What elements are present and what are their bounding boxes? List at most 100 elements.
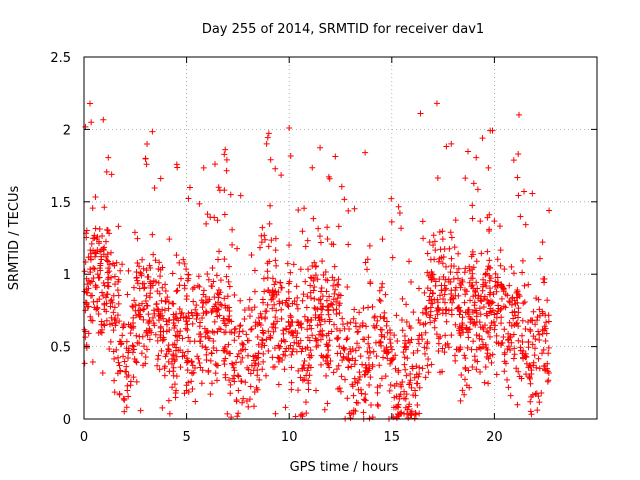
data-point [222, 355, 229, 362]
data-point [260, 330, 267, 337]
data-point [340, 354, 347, 361]
data-point [366, 381, 373, 388]
data-point [130, 284, 137, 291]
data-point [333, 306, 340, 313]
data-point [288, 379, 295, 386]
data-point [451, 352, 458, 359]
data-point [546, 207, 553, 214]
data-point [269, 305, 276, 312]
data-point [296, 343, 303, 350]
data-point [90, 235, 97, 242]
data-point [396, 395, 403, 402]
data-point [318, 331, 325, 338]
data-point [210, 338, 217, 345]
data-point [539, 308, 546, 315]
data-point [207, 214, 214, 221]
data-point [216, 312, 223, 319]
data-point [284, 260, 291, 267]
data-point [544, 297, 551, 304]
data-point [493, 371, 500, 378]
data-point [95, 329, 102, 336]
data-point [312, 314, 319, 321]
data-point [122, 368, 129, 375]
data-point [176, 259, 183, 266]
data-point [115, 223, 122, 230]
data-point [352, 347, 359, 354]
data-point [259, 327, 266, 334]
data-point [387, 340, 394, 347]
data-point [477, 218, 484, 225]
data-point [326, 318, 333, 325]
data-point [352, 357, 359, 364]
data-point [91, 266, 98, 273]
data-point [436, 292, 443, 299]
data-point [406, 379, 413, 386]
data-point [150, 307, 157, 314]
data-point [235, 350, 242, 357]
data-point [94, 233, 101, 240]
data-point [517, 347, 524, 354]
data-point [337, 292, 344, 299]
plot-frame [83, 56, 598, 420]
data-point [339, 315, 346, 322]
data-point [231, 330, 238, 337]
data-point [257, 310, 264, 317]
data-point [522, 371, 529, 378]
data-point [406, 258, 413, 265]
data-point [535, 328, 542, 335]
data-point-peak [362, 149, 369, 156]
data-point [215, 287, 222, 294]
data-point [483, 353, 490, 360]
data-point [400, 349, 407, 356]
data-point [271, 301, 278, 308]
data-point [456, 330, 463, 337]
data-point [536, 399, 543, 406]
data-point [223, 156, 230, 163]
data-point [323, 288, 330, 295]
data-point [395, 411, 402, 418]
data-point [472, 322, 479, 329]
data-point [189, 370, 196, 377]
data-point [425, 272, 432, 279]
data-point [307, 295, 314, 302]
data-point [389, 254, 396, 261]
data-point [288, 351, 295, 358]
data-point [99, 233, 106, 240]
data-point [275, 381, 282, 388]
grid-lines [84, 57, 597, 419]
data-point [230, 364, 237, 371]
data-point [430, 290, 437, 297]
data-point [315, 225, 322, 232]
data-point [442, 332, 449, 339]
data-point [305, 316, 312, 323]
data-point [295, 207, 302, 214]
data-point [447, 269, 454, 276]
data-point [221, 187, 228, 194]
data-point [116, 362, 123, 369]
data-point [163, 328, 170, 335]
data-point [505, 343, 512, 350]
data-point [173, 288, 180, 295]
data-point [171, 381, 178, 388]
data-point [350, 392, 357, 399]
data-point [203, 329, 210, 336]
data-point [299, 413, 306, 420]
data-point [130, 343, 137, 350]
data-point [114, 312, 121, 319]
data-point [486, 300, 493, 307]
data-point [261, 342, 268, 349]
data-point [325, 361, 332, 368]
data-point [378, 375, 385, 382]
data-point [212, 161, 219, 168]
data-point [95, 274, 102, 281]
data-point [113, 319, 120, 326]
data-point [472, 289, 479, 296]
data-point [96, 238, 103, 245]
data-point [226, 263, 233, 270]
data-point [373, 322, 380, 329]
data-point [185, 334, 192, 341]
data-point [180, 256, 187, 263]
data-point [344, 335, 351, 342]
data-point [144, 332, 151, 339]
